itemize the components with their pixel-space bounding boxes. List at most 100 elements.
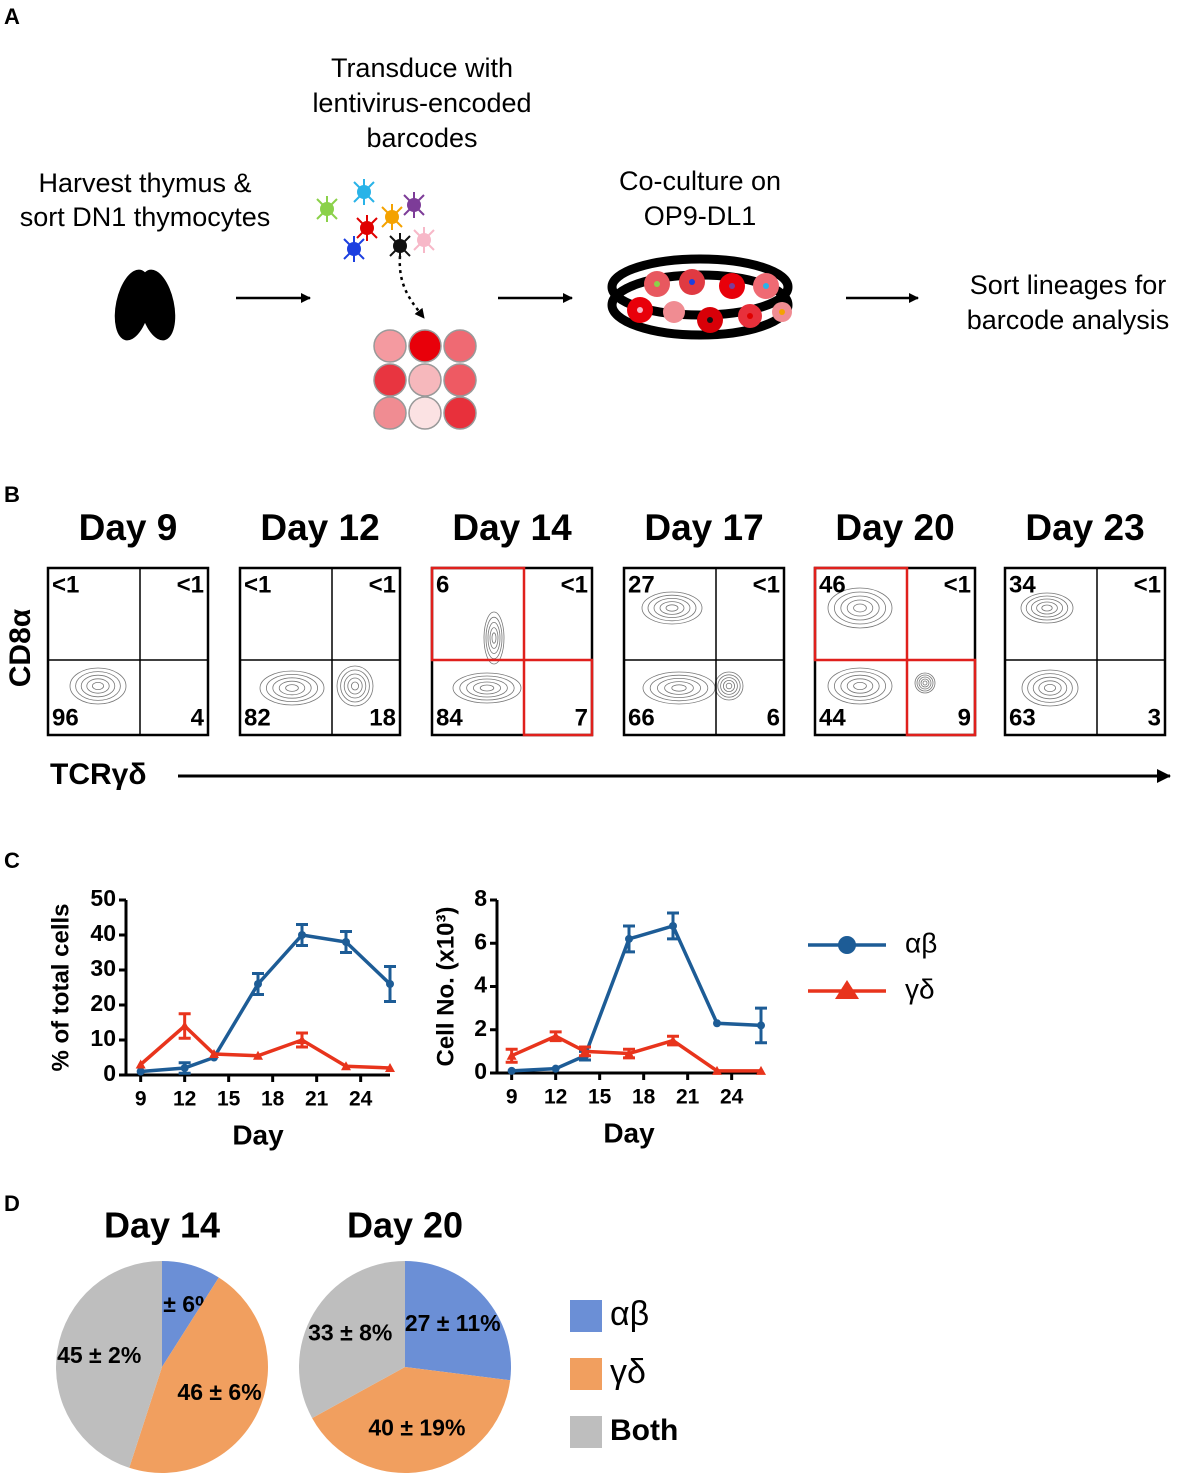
contour [347, 677, 363, 695]
contour [1020, 592, 1074, 624]
contour [834, 591, 887, 625]
point [668, 1035, 678, 1045]
quadrant-value: <1 [1134, 571, 1161, 598]
series-line [140, 933, 392, 1074]
contour [80, 674, 116, 698]
point [180, 1064, 189, 1072]
legend-swatch [570, 1416, 602, 1448]
flow-title: Day 20 [835, 507, 954, 548]
contour [340, 669, 370, 703]
slice-label: 33 ± 8% [308, 1320, 392, 1346]
contour [1032, 676, 1068, 700]
y-tick-label: 8 [474, 885, 487, 911]
panel-label: D [4, 1191, 20, 1216]
contour [657, 678, 702, 699]
contour [1044, 684, 1057, 693]
flow-y-label: CD8α [4, 608, 37, 687]
x-tick-label: 15 [588, 1086, 612, 1109]
contour [1021, 669, 1079, 707]
contour [452, 672, 522, 704]
quadrant-value: 96 [52, 704, 79, 731]
legend-marker [838, 936, 856, 954]
legend-marker [835, 980, 859, 999]
quadrant-value: <1 [244, 571, 271, 598]
flow-x-label: TCRγδ [50, 758, 147, 791]
series-line [510, 1034, 761, 1073]
contour [714, 671, 744, 701]
quadrant-value: <1 [52, 571, 79, 598]
point [624, 1048, 634, 1058]
contour [259, 670, 325, 706]
contour [489, 627, 499, 649]
contour [914, 672, 936, 694]
contour [720, 677, 738, 695]
quadrant-value: <1 [944, 571, 971, 598]
flow-plot-frame [622, 566, 786, 737]
point [713, 1019, 721, 1028]
flow-plot-frame [238, 566, 402, 737]
well-grid [373, 329, 477, 430]
quadrant-value: 66 [628, 704, 655, 731]
legend-swatch [570, 1358, 602, 1390]
pie-slice [56, 1261, 163, 1468]
flow-title: Day 23 [1025, 507, 1144, 548]
contour [69, 667, 127, 705]
x-tick-label: 18 [632, 1086, 656, 1109]
point [625, 934, 633, 943]
pie-title: Day 20 [347, 1205, 463, 1246]
panel-label: A [4, 4, 20, 29]
quadrant-value: 82 [244, 704, 271, 731]
point [712, 1065, 722, 1075]
quadrant-value: 3 [1148, 704, 1161, 731]
x-tick-label: 24 [349, 1088, 373, 1111]
y-tick-label: 20 [90, 990, 116, 1016]
y-tick-label: 2 [474, 1015, 487, 1041]
step-text: barcode analysis [967, 305, 1170, 335]
contour [846, 678, 874, 694]
slice-label: 27 ± 11% [405, 1310, 501, 1336]
quadrant-value: <1 [753, 571, 780, 598]
x-axis-label: Day [232, 1119, 284, 1150]
contour [75, 671, 121, 701]
contour [664, 681, 694, 695]
contour [671, 684, 687, 692]
contour [916, 674, 934, 692]
panel-label: C [4, 848, 20, 873]
point [551, 1064, 560, 1073]
slice-label: 45 ± 2% [57, 1342, 141, 1368]
y-axis-label: % of total cells [47, 903, 74, 1071]
quadrant-value: <1 [561, 571, 588, 598]
point [179, 1021, 190, 1030]
y-tick-label: 0 [103, 1060, 116, 1086]
quadrant-value: 7 [575, 704, 588, 731]
flow-plot-frame [46, 566, 210, 737]
contour [853, 682, 867, 691]
contour [1041, 604, 1053, 612]
quadrant-value: 4 [191, 704, 205, 731]
pie-slice [129, 1277, 268, 1473]
legend-label: γδ [905, 973, 935, 1004]
y-tick-label: 10 [90, 1025, 116, 1051]
step-text: sort DN1 thymocytes [20, 202, 271, 232]
gate [430, 566, 526, 662]
slice-label: 40 ± 19% [368, 1415, 465, 1441]
series-line [511, 923, 762, 1073]
series-line [139, 1023, 391, 1070]
x-axis-label: Day [603, 1117, 655, 1148]
legend-swatch [570, 1300, 602, 1332]
x-tick-label: 12 [544, 1086, 567, 1109]
point [209, 1049, 219, 1058]
contour [920, 678, 930, 688]
step-text: Co-culture on [619, 166, 781, 196]
contour [479, 684, 495, 692]
arrows [236, 255, 919, 319]
gate [905, 658, 977, 737]
point [254, 980, 262, 988]
quadrant-value: 84 [436, 704, 463, 731]
point [669, 921, 677, 930]
point [136, 1067, 145, 1076]
step-text: barcodes [366, 123, 477, 153]
contour [641, 591, 703, 625]
contour [278, 680, 306, 696]
